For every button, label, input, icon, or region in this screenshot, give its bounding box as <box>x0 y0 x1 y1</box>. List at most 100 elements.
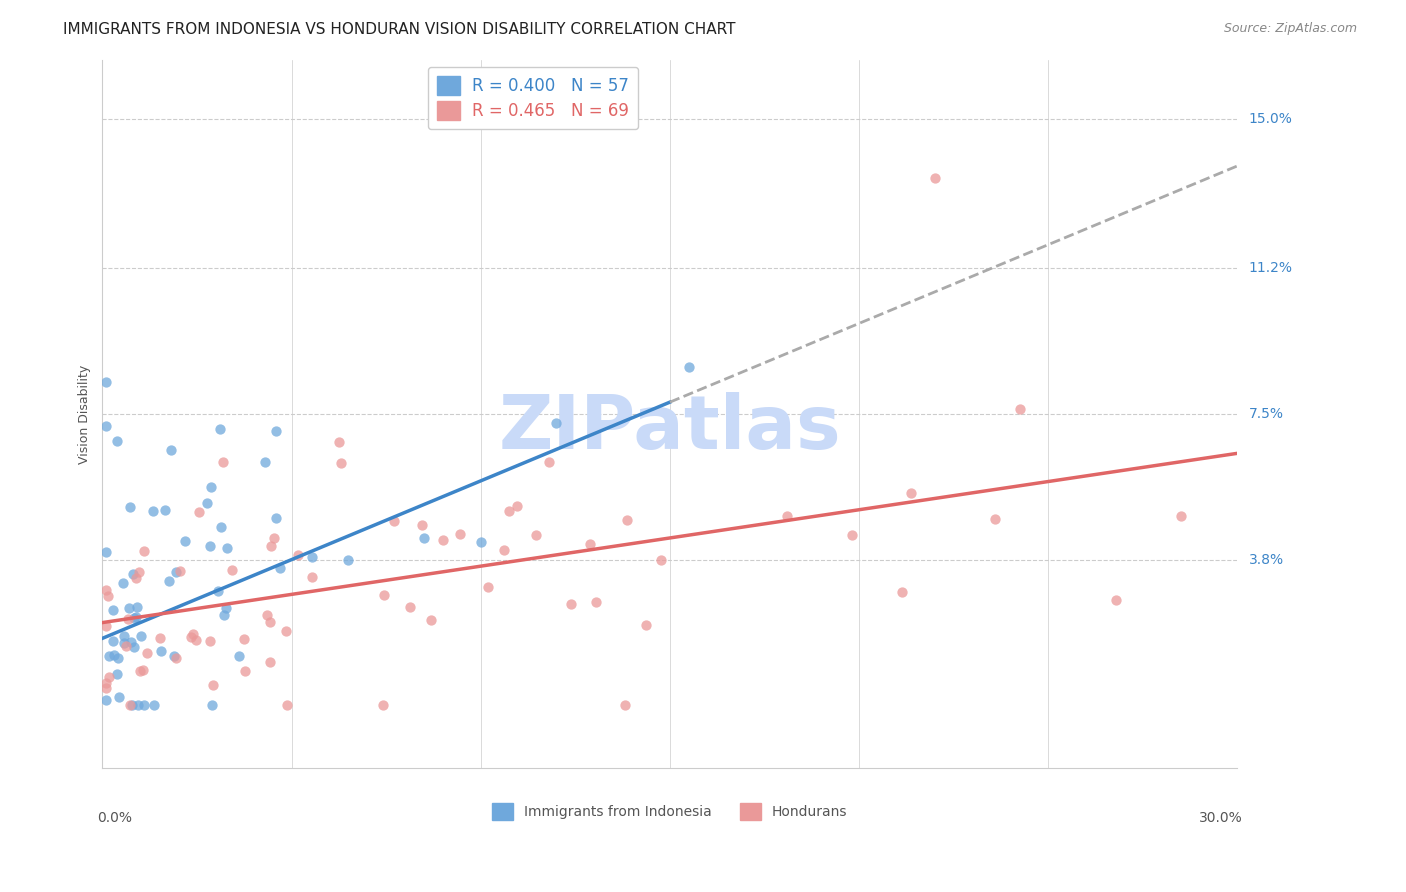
Text: Source: ZipAtlas.com: Source: ZipAtlas.com <box>1223 22 1357 36</box>
Point <box>411 517 433 532</box>
Point <box>128 565 150 579</box>
Point <box>96 619 118 633</box>
Text: ZIPatlas: ZIPatlas <box>499 392 841 465</box>
Point <box>419 613 441 627</box>
Point <box>103 633 125 648</box>
Point <box>330 456 353 470</box>
Point <box>97 648 120 663</box>
Point <box>114 639 136 653</box>
Point <box>337 553 360 567</box>
Point <box>301 569 323 583</box>
Point <box>585 595 607 609</box>
Point <box>506 500 529 514</box>
Point <box>287 548 309 562</box>
Point <box>207 583 229 598</box>
Text: 7.5%: 7.5% <box>1249 407 1284 421</box>
Point <box>96 693 118 707</box>
Point <box>200 698 222 713</box>
Point <box>228 649 250 664</box>
Point <box>650 553 672 567</box>
Point <box>96 545 118 559</box>
Point <box>538 455 561 469</box>
Point <box>120 698 142 713</box>
Point <box>165 565 187 579</box>
Point <box>256 607 278 622</box>
Point <box>264 424 287 438</box>
Point <box>163 649 186 664</box>
Point <box>96 376 118 390</box>
Point <box>269 561 291 575</box>
Point <box>165 651 187 665</box>
Point <box>198 633 221 648</box>
Point <box>212 607 235 622</box>
Point <box>209 520 232 534</box>
Point <box>546 416 568 430</box>
Point <box>180 630 202 644</box>
Point <box>384 514 406 528</box>
Point <box>122 611 145 625</box>
Point <box>121 698 143 713</box>
Text: 11.2%: 11.2% <box>1249 261 1292 276</box>
Point <box>259 655 281 669</box>
Point <box>103 648 125 662</box>
Point <box>112 576 135 591</box>
Point <box>215 601 238 615</box>
Point <box>132 663 155 677</box>
Point <box>200 539 222 553</box>
Point <box>1170 509 1192 524</box>
Point <box>841 528 863 542</box>
Point <box>924 170 946 185</box>
Point <box>157 574 180 589</box>
Point <box>160 443 183 458</box>
Point <box>129 665 152 679</box>
Point <box>891 584 914 599</box>
Point <box>233 664 256 678</box>
Text: 15.0%: 15.0% <box>1249 112 1292 126</box>
Point <box>105 434 128 449</box>
Point <box>371 698 394 713</box>
Point <box>579 537 602 551</box>
Point <box>614 698 637 713</box>
Point <box>120 634 142 648</box>
Point <box>776 509 799 524</box>
Point <box>1105 593 1128 607</box>
Point <box>101 603 124 617</box>
Point <box>143 698 166 713</box>
Point <box>105 667 128 681</box>
Point <box>148 631 170 645</box>
Point <box>259 615 281 629</box>
Point <box>276 698 298 713</box>
Point <box>174 533 197 548</box>
Point <box>477 581 499 595</box>
Point <box>188 505 211 519</box>
Point <box>135 646 157 660</box>
Point <box>373 588 395 602</box>
Text: 30.0%: 30.0% <box>1199 811 1243 825</box>
Point <box>155 503 177 517</box>
Point <box>96 418 118 433</box>
Point <box>212 455 235 469</box>
Point <box>96 582 118 597</box>
Point <box>127 698 149 713</box>
Legend: Immigrants from Indonesia, Hondurans: Immigrants from Indonesia, Hondurans <box>486 797 853 825</box>
Point <box>202 678 225 692</box>
Point <box>129 629 152 643</box>
Point <box>132 698 155 713</box>
Point <box>122 640 145 655</box>
Y-axis label: Vision Disability: Vision Disability <box>79 364 91 464</box>
Point <box>118 500 141 514</box>
Text: 3.8%: 3.8% <box>1249 553 1284 566</box>
Point <box>149 644 172 658</box>
Point <box>900 486 922 500</box>
Point <box>328 434 350 449</box>
Point <box>492 542 515 557</box>
Point <box>232 632 254 646</box>
Text: 0.0%: 0.0% <box>97 811 132 825</box>
Point <box>117 612 139 626</box>
Point <box>984 512 1007 526</box>
Point <box>432 533 454 547</box>
Point <box>117 601 139 615</box>
Point <box>253 455 276 469</box>
Point <box>260 539 283 553</box>
Point <box>209 422 232 436</box>
